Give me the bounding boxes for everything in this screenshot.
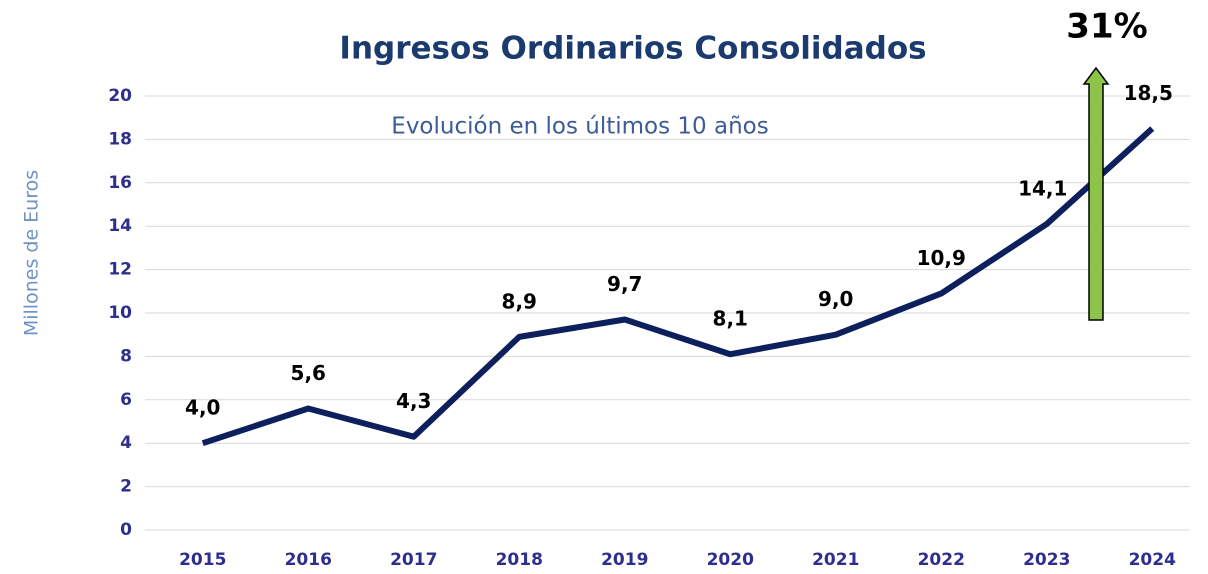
annotation: 31%: [1066, 7, 1147, 47]
value-label: 4,0: [185, 396, 220, 420]
grid: [145, 95, 1190, 531]
y-tick-label: 4: [120, 433, 132, 453]
value-label: 18,5: [1124, 81, 1173, 105]
x-tick-label: 2017: [390, 550, 437, 570]
x-tick-label: 2018: [496, 550, 543, 570]
x-tick-label: 2015: [179, 550, 226, 570]
y-tick-label: 2: [120, 477, 132, 497]
marks: [201, 126, 1155, 447]
chart-title: Ingresos Ordinarios Consolidados: [339, 31, 926, 67]
x-tick-label: 2020: [707, 550, 754, 570]
chart-subtitle: Evolución en los últimos 10 años: [391, 114, 768, 140]
y-tick-label: 20: [108, 86, 132, 106]
y-tick-label: 10: [108, 303, 132, 323]
value-label: 8,9: [502, 289, 537, 313]
value-label: 4,3: [396, 389, 431, 413]
x-tick-label: 2023: [1023, 550, 1070, 570]
y-tick-label: 0: [120, 520, 132, 540]
value-label: 10,9: [917, 246, 966, 270]
value-label: 14,1: [1018, 177, 1067, 201]
x-tick-label: 2022: [918, 550, 965, 570]
y-axis-label: Millones de Euros: [21, 170, 43, 336]
y-tick-label: 16: [108, 173, 132, 193]
y-tick-label: 8: [120, 346, 132, 366]
y-tick-label: 6: [120, 390, 132, 410]
x-tick-label: 2024: [1129, 550, 1176, 570]
labels: 0 2 4 6 8 10 12 14 16 18 20 2015 4,0 2016 5,6 2017 4,3 20…: [108, 81, 1176, 570]
value-label: 9,7: [607, 272, 642, 296]
y-tick-label: 14: [108, 216, 132, 236]
value-label: 5,6: [291, 361, 326, 385]
x-tick-label: 2019: [601, 550, 648, 570]
value-label: 9,0: [818, 287, 853, 311]
x-tick-label: 2016: [285, 550, 332, 570]
y-tick-label: 12: [108, 260, 132, 280]
growth-arrow: [1082, 66, 1110, 321]
y-tick-label: 18: [108, 129, 132, 149]
x-tick-label: 2021: [812, 550, 859, 570]
line: [201, 126, 1155, 447]
value-label: 8,1: [713, 307, 748, 331]
